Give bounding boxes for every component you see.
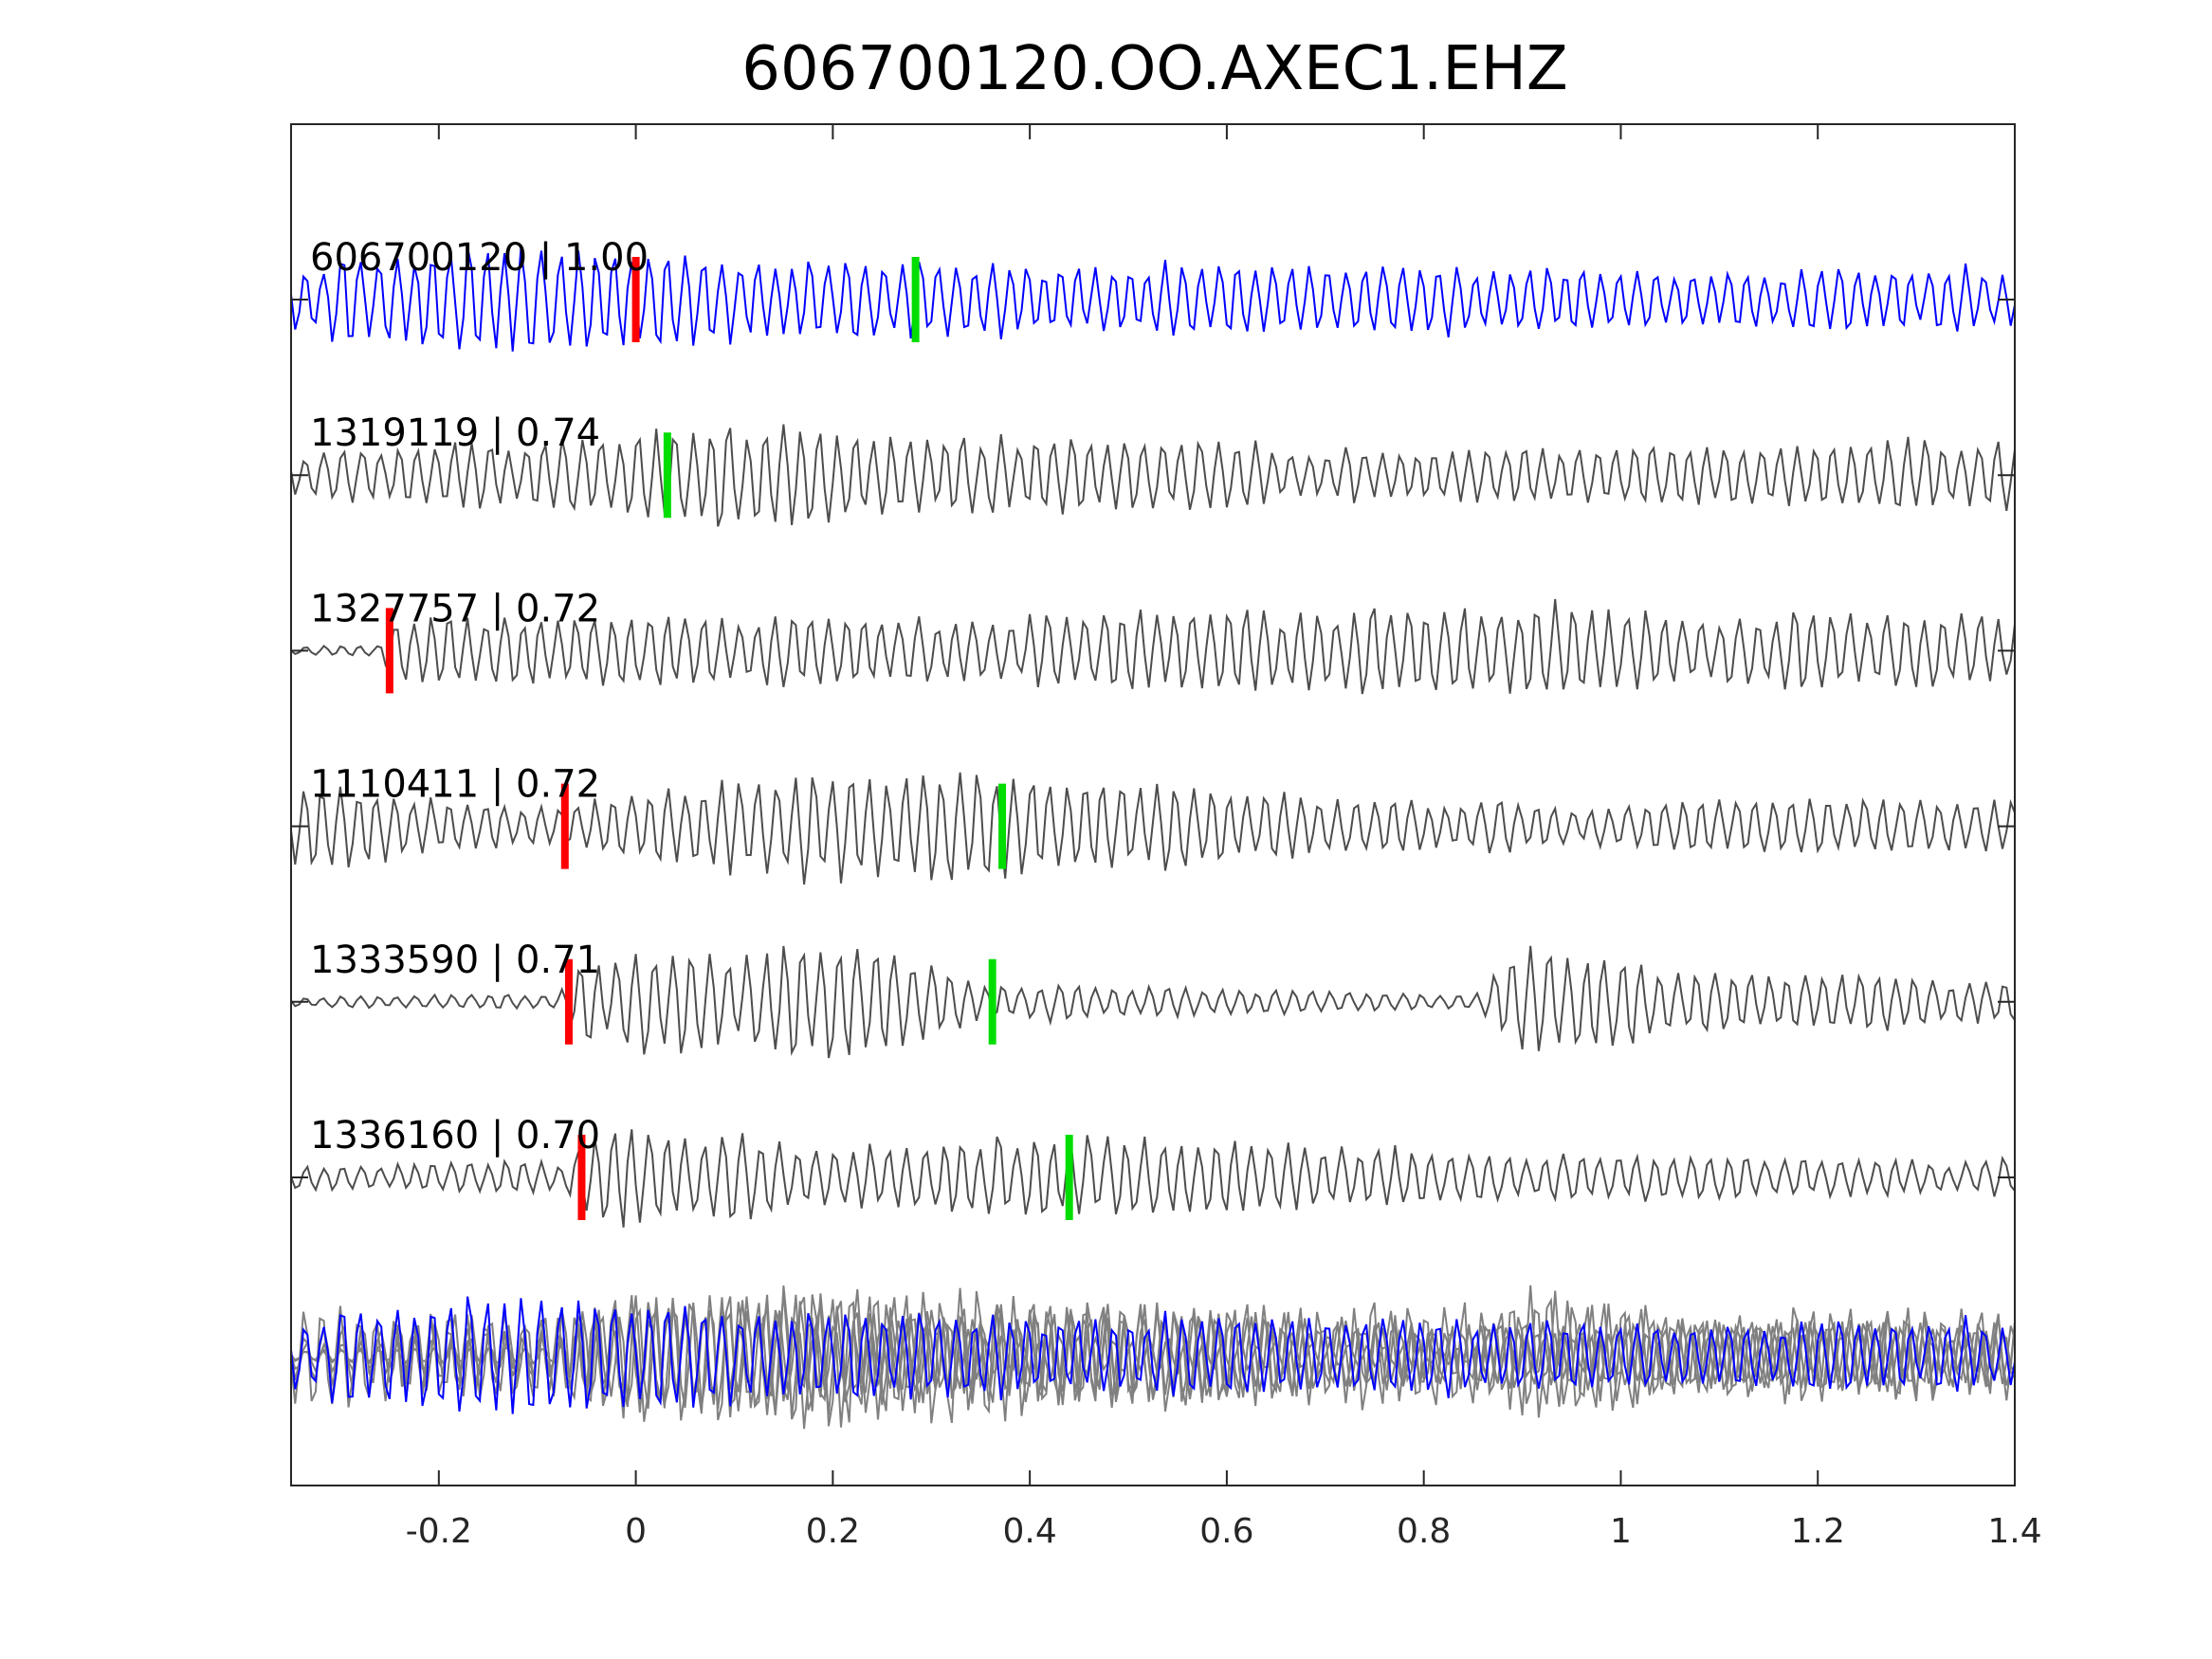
trace-label-606700120: 606700120 | 1.00 [310, 236, 649, 280]
x-tick-label-8: 1.4 [1987, 1512, 2041, 1551]
trace-labels-layer: 606700120 | 1.00 1319119 | 0.74 1327757 | … [310, 236, 649, 1158]
trace-line-1333590 [290, 945, 2016, 1059]
x-tick-label-4: 0.6 [1199, 1512, 1253, 1551]
trace-label-1319119: 1319119 | 0.74 [310, 411, 600, 455]
trace-label-1327757: 1327757 | 0.72 [310, 587, 600, 630]
x-tick-label-2: 0.2 [806, 1512, 860, 1551]
x-tick-label-6: 1 [1610, 1512, 1632, 1551]
chart-title: 606700120.OO.AXEC1.EHZ [741, 34, 1568, 104]
trace-line-1110411 [290, 772, 2016, 885]
axes-frame [290, 123, 2016, 1486]
x-axis-ticks: -0.2 0 0.2 0.4 0.6 0.8 1 1.2 1.4 [406, 124, 2042, 1551]
x-tick-label-1: 0 [625, 1512, 647, 1551]
trace-label-1110411: 1110411 | 0.72 [310, 763, 600, 807]
picks-layer [385, 257, 1073, 1220]
stack-overlay-line-3 [290, 1285, 2016, 1427]
x-tick-label-3: 0.4 [1003, 1512, 1057, 1551]
x-tick-label-7: 1.2 [1791, 1512, 1845, 1551]
trace-label-1336160: 1336160 | 0.70 [310, 1114, 600, 1158]
trace-label-1333590: 1333590 | 0.71 [310, 939, 600, 982]
trace-line-1327757 [290, 598, 2016, 695]
trace-line-606700120 [290, 246, 2016, 352]
x-tick-label-0: -0.2 [406, 1512, 472, 1551]
x-tick-label-5: 0.8 [1397, 1512, 1451, 1551]
trace-line-1319119 [290, 424, 2016, 527]
stack-overlay-template-line [290, 1296, 2016, 1414]
